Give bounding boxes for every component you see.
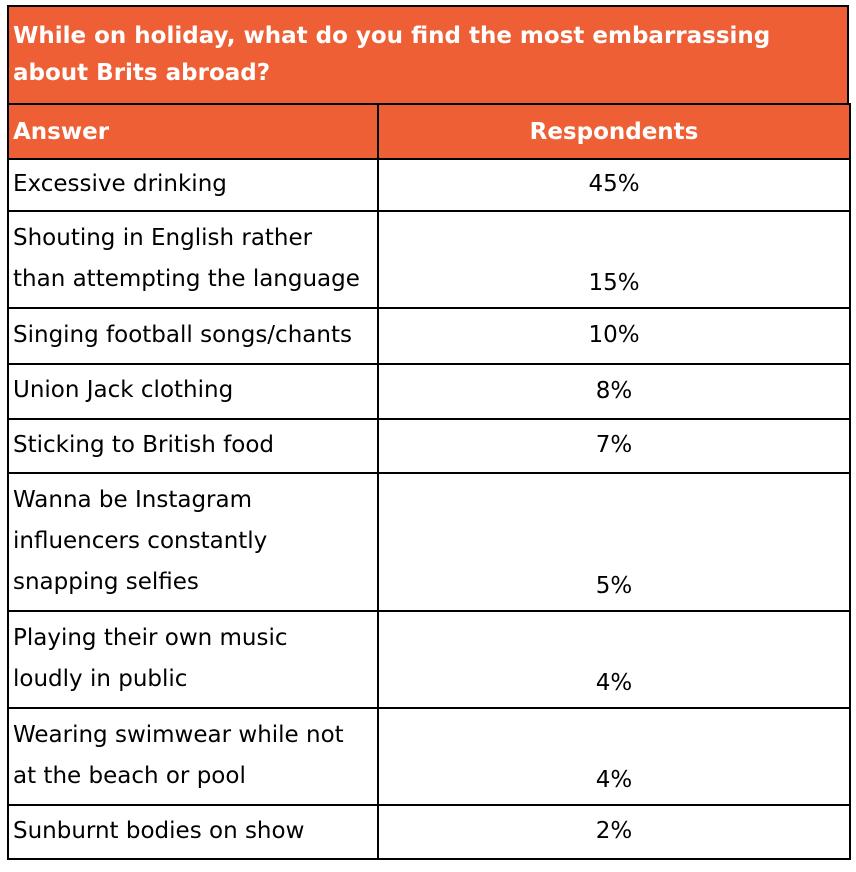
respondents-value: 10% — [377, 307, 851, 365]
respondents-value: 4% — [377, 610, 851, 709]
answer-cell: Shouting in English rather than attemptin… — [7, 210, 379, 309]
respondents-value: 5% — [377, 472, 851, 612]
answer-cell: Union Jack clothing — [7, 363, 379, 420]
answer-line: loudly in public — [13, 665, 188, 692]
answer-cell: Playing their own music loudly in public — [7, 610, 379, 709]
answer-cell: Wanna be Instagram influencers constantly… — [7, 472, 379, 612]
answer-line: snapping selfies — [13, 568, 199, 595]
respondents-value: 15% — [377, 210, 851, 309]
table-row: Shouting in English rather than attemptin… — [7, 210, 851, 309]
answer-cell: Singing football songs/chants — [7, 307, 379, 365]
table-row: Wearing swimwear while not at the beach o… — [7, 707, 851, 806]
header-row: Answer Respondents — [7, 103, 851, 160]
answer-cell: Wearing swimwear while not at the beach o… — [7, 707, 379, 806]
table-title: While on holiday, what do you find the m… — [7, 5, 849, 103]
answer-cell: Sticking to British food — [7, 418, 379, 474]
respondents-value: 4% — [377, 707, 851, 806]
answer-line: Wanna be Instagram — [13, 486, 252, 513]
respondents-value: 2% — [377, 804, 851, 860]
table-row: Playing their own music loudly in public 4… — [7, 610, 851, 709]
table-row: Excessive drinking 45% — [7, 158, 851, 212]
answer-line: influencers constantly — [13, 527, 268, 554]
answer-line: Playing their own music — [13, 624, 288, 651]
table-row: Sunburnt bodies on show 2% — [7, 804, 851, 860]
answer-line: Shouting in English rather — [13, 224, 313, 251]
answer-cell: Excessive drinking — [7, 158, 379, 212]
survey-table: Answer Respondents Excessive drinking 45%… — [7, 103, 851, 860]
table-row: Union Jack clothing 8% — [7, 363, 851, 420]
answer-line: Union Jack clothing — [13, 377, 234, 403]
table-row: Sticking to British food 7% — [7, 418, 851, 474]
table-row: Singing football songs/chants 10% — [7, 307, 851, 365]
table-body: Excessive drinking 45% Shouting in English… — [7, 158, 851, 860]
answer-cell: Sunburnt bodies on show — [7, 804, 379, 860]
respondents-value: 45% — [377, 158, 851, 212]
answer-line: than attempting the language — [13, 265, 360, 292]
respondents-value: 7% — [377, 418, 851, 474]
answer-line: Sticking to British food — [13, 431, 274, 458]
column-header-answer: Answer — [7, 103, 379, 160]
answer-line: Singing football songs/chants — [13, 321, 352, 348]
answer-line: at the beach or pool — [13, 762, 246, 789]
table-row: Wanna be Instagram influencers constantly… — [7, 472, 851, 612]
answer-line: Wearing swimwear while not — [13, 721, 344, 748]
respondents-value: 8% — [377, 363, 851, 420]
survey-table-container: While on holiday, what do you find the m… — [7, 5, 851, 860]
answer-line: Excessive drinking — [13, 170, 227, 197]
answer-line: Sunburnt bodies on show — [13, 817, 305, 844]
column-header-respondents: Respondents — [377, 103, 851, 160]
